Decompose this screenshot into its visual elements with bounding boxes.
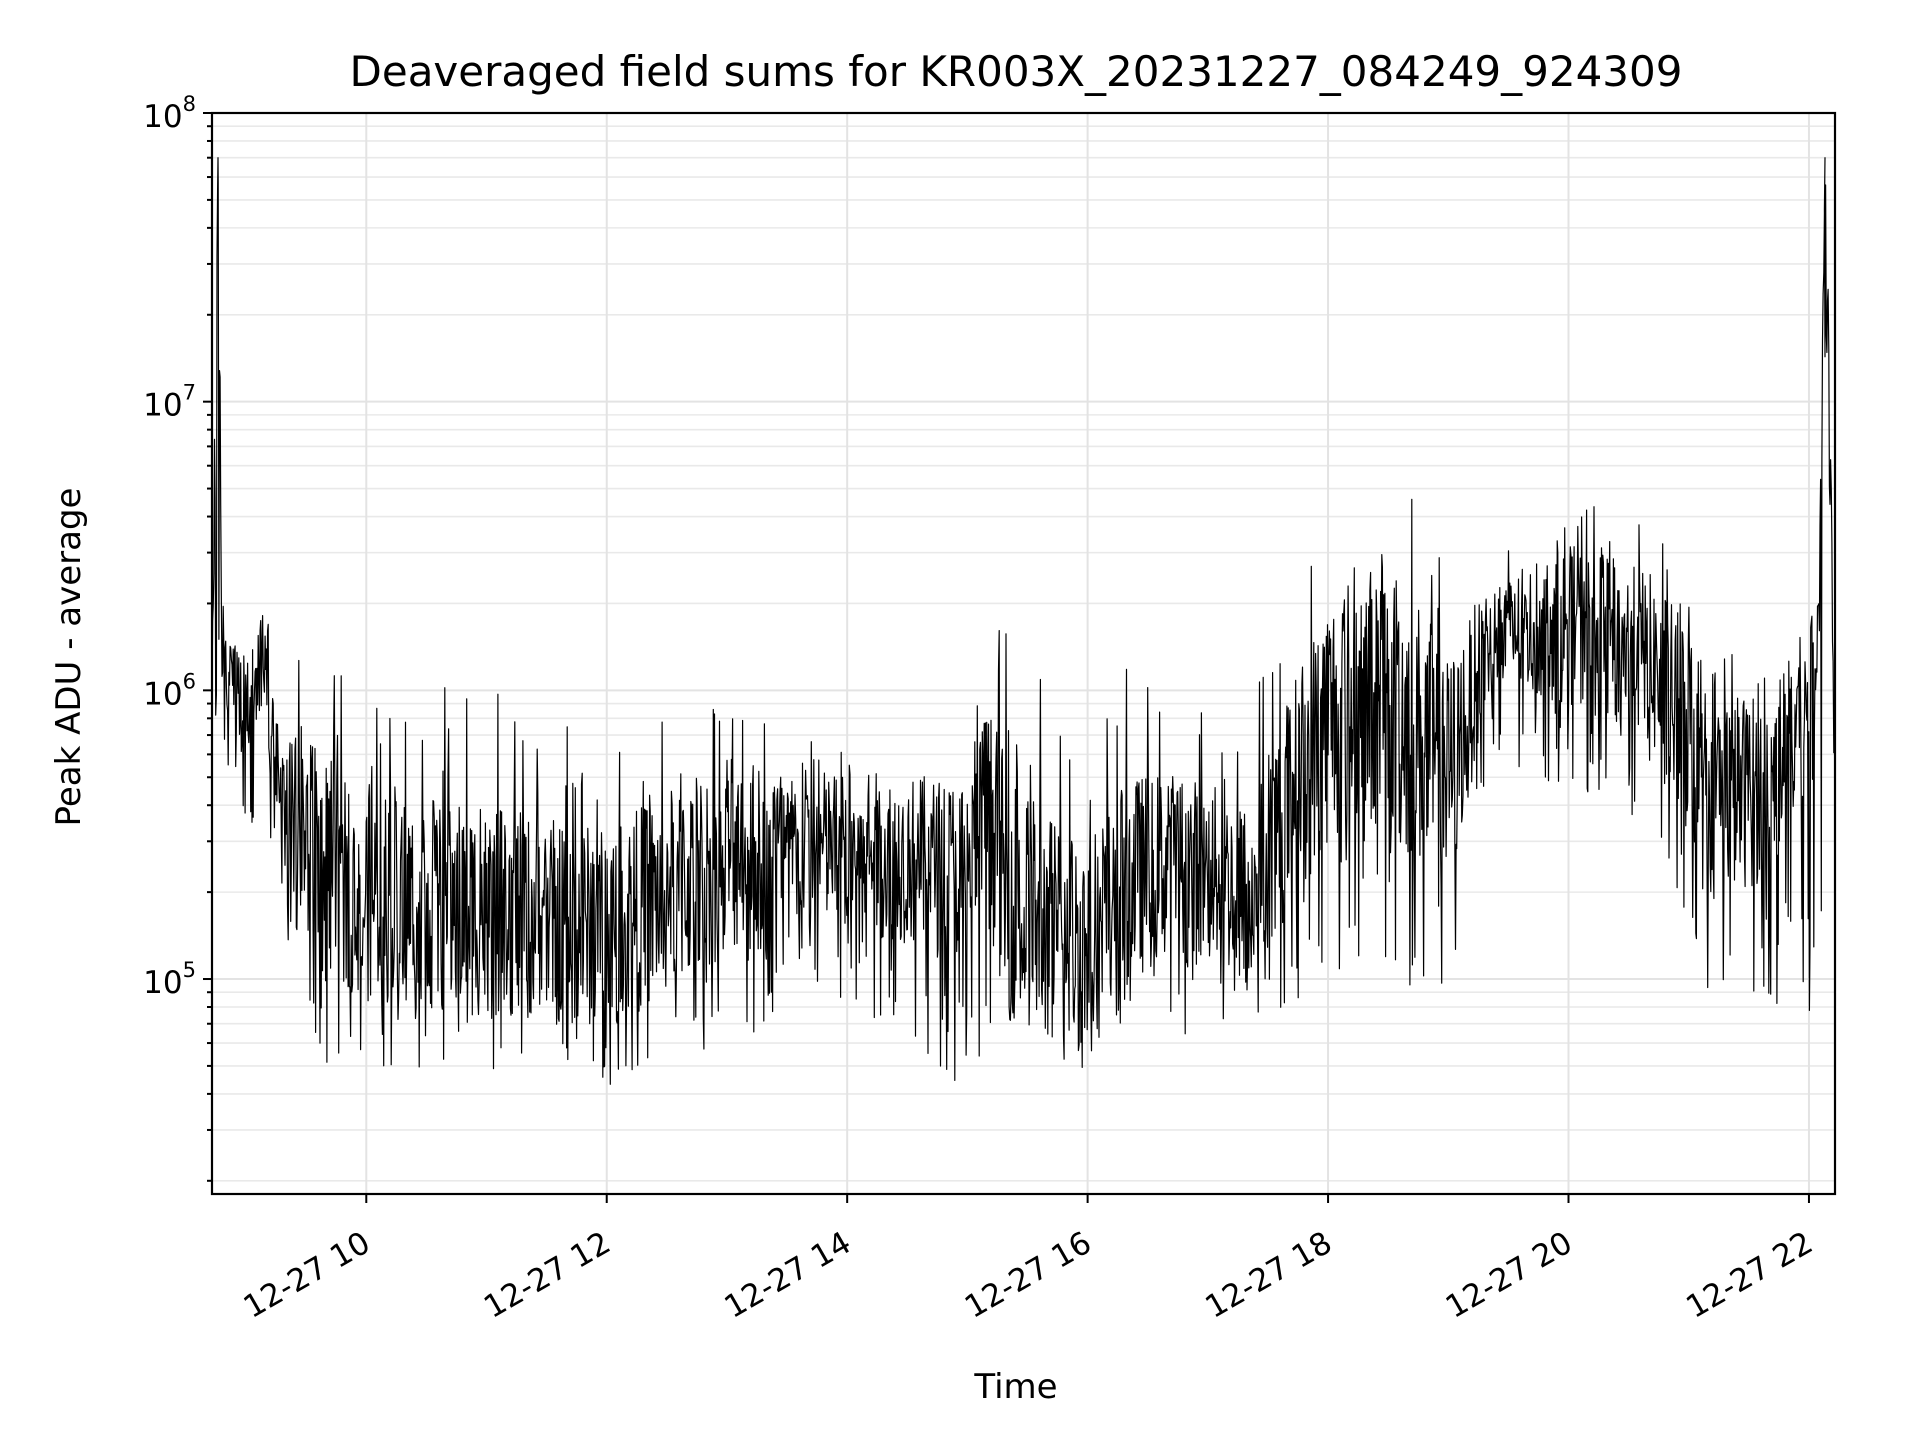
x-tick-label: 12-27 18 — [1199, 1225, 1338, 1326]
x-tick-label: 12-27 20 — [1440, 1225, 1579, 1326]
x-tick-label: 12-27 10 — [238, 1225, 377, 1326]
x-tick-label: 12-27 16 — [959, 1225, 1098, 1326]
x-tick-label: 12-27 12 — [478, 1225, 617, 1326]
y-tick-label: 108 — [143, 92, 196, 135]
y-tick-label: 106 — [143, 669, 196, 712]
x-axis-label: Time — [973, 1367, 1057, 1407]
plot-frame — [210, 111, 1837, 1196]
x-tick-label: 12-27 14 — [718, 1225, 857, 1326]
chart-title: Deaveraged field sums for KR003X_2023122… — [350, 47, 1683, 96]
series-line — [211, 157, 1836, 1085]
x-tick-label: 12-27 22 — [1680, 1225, 1819, 1326]
y-axis-label: Peak ADU - average — [49, 488, 89, 827]
y-tick-label: 107 — [143, 381, 196, 424]
y-tick-label: 105 — [143, 958, 196, 1001]
